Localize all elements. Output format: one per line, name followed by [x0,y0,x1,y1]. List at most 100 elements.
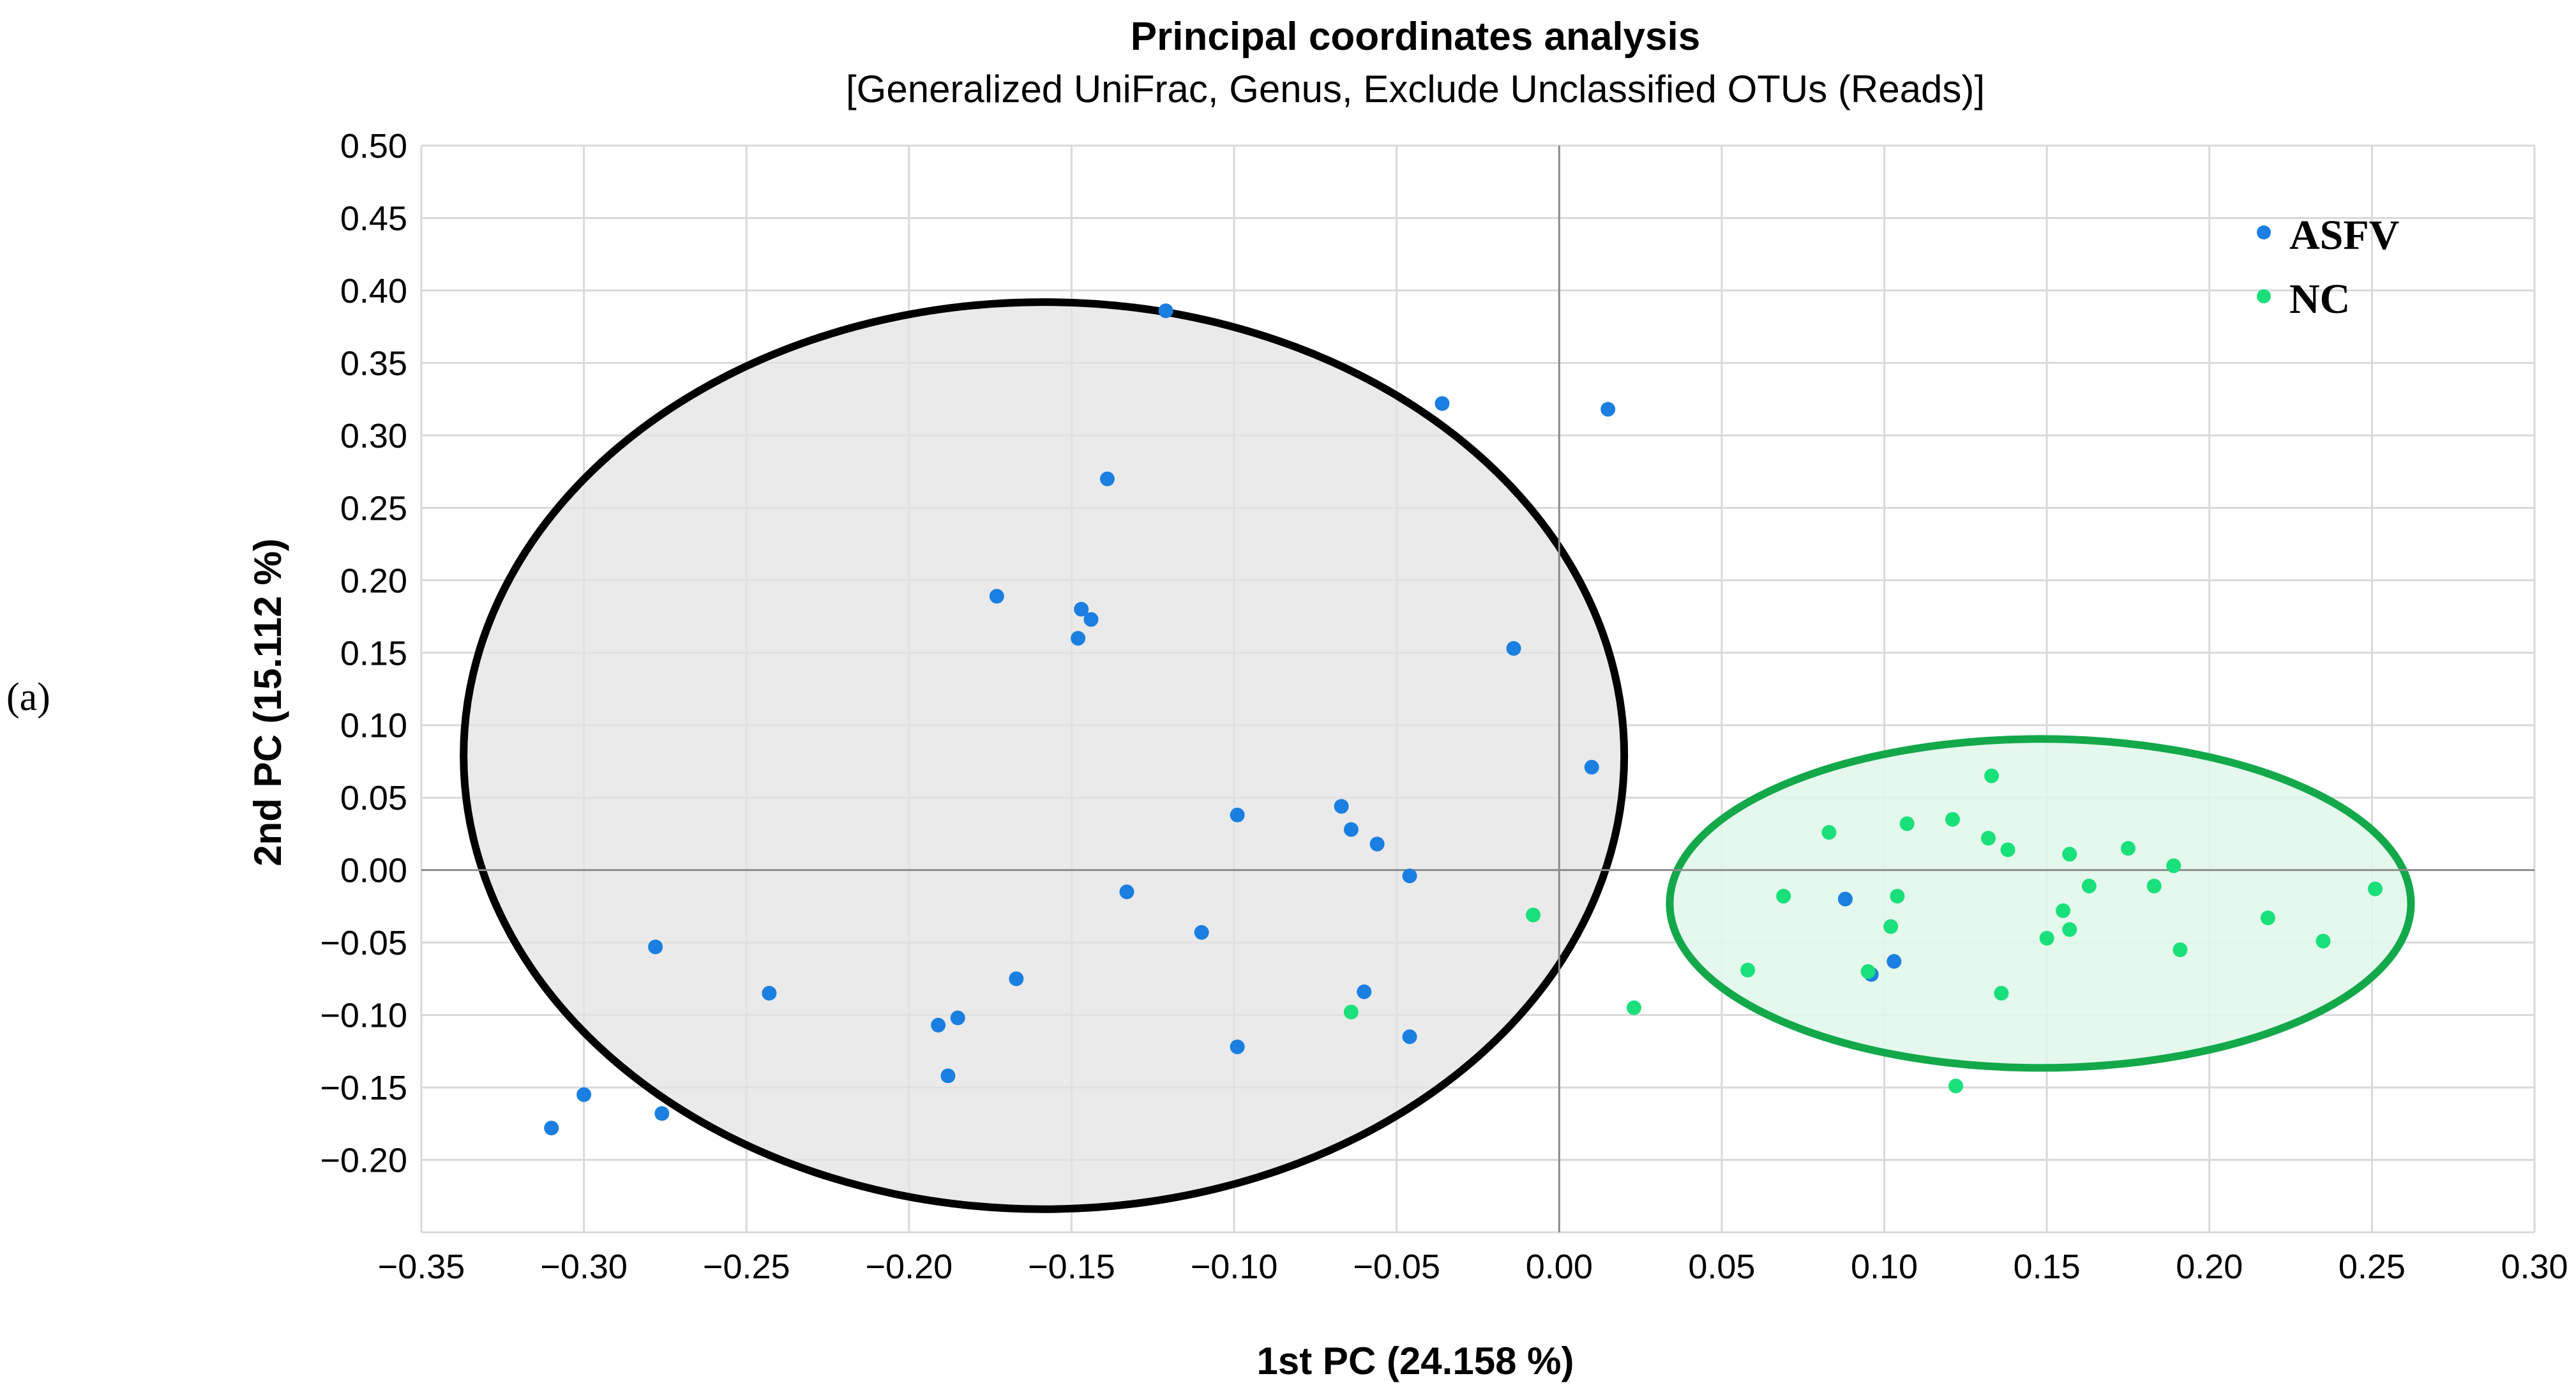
confidence-ellipse-nc [1666,735,2415,1072]
x-tick-label: 0.30 [2501,1248,2568,1286]
point-nc [1343,1004,1359,1020]
point-asfv [950,1010,965,1025]
point-nc [2166,858,2181,873]
confidence-ellipse-asfv [460,298,1629,1213]
x-tick-label: 0.10 [1851,1248,1918,1286]
data-points [544,303,2383,1136]
y-tick-label: 0.05 [340,779,407,817]
point-nc [2146,879,2162,894]
x-tick-label: 0.20 [2176,1248,2243,1286]
y-tick-label: 0.15 [340,634,407,672]
point-nc [1945,812,1960,827]
legend-marker-asfv [2257,225,2271,239]
point-asfv [648,939,663,955]
point-nc [2039,930,2054,946]
point-asfv [1435,396,1450,411]
point-nc [2120,841,2135,856]
point-nc [2367,881,2383,896]
point-nc [2062,922,2077,937]
point-asfv [1584,760,1599,775]
point-asfv [931,1017,946,1032]
point-asfv [1837,891,1853,907]
point-nc [1980,831,1996,846]
x-tick-label: 0.05 [1688,1248,1755,1286]
point-nc [1890,889,1905,904]
point-asfv [762,986,777,1001]
point-asfv [1506,640,1521,656]
point-nc [1626,1000,1641,1015]
point-nc [2081,879,2097,894]
zero-lines [421,146,2535,1232]
x-tick-label: −0.10 [1191,1248,1278,1286]
y-tick-label: 0.00 [340,852,407,890]
x-tick-label: 0.25 [2339,1248,2406,1286]
y-tick-label: 0.10 [340,707,407,745]
x-tick-label: −0.20 [866,1248,953,1286]
point-nc [1821,825,1837,840]
point-nc [1994,986,2009,1001]
point-nc [2173,942,2188,957]
point-nc [2000,842,2015,858]
ellipses [460,298,2415,1213]
point-asfv [1083,612,1099,627]
point-nc [1984,768,2000,783]
chart-subtitle: [Generalized UniFrac, Genus, Exclude Unc… [846,68,1985,110]
legend-label-asfv: ASFV [2289,212,2399,259]
point-nc [1526,907,1541,923]
x-tick-label: −0.15 [1028,1248,1115,1286]
point-asfv [1009,971,1024,987]
y-tick-label: −0.20 [320,1142,407,1180]
point-nc [2062,847,2077,862]
point-nc [1776,889,1791,904]
point-nc [1883,919,1899,934]
point-nc [2260,911,2275,926]
point-asfv [1119,884,1134,900]
y-tick-label: −0.15 [320,1069,407,1107]
point-asfv [1099,471,1115,487]
point-nc [2056,903,2071,918]
point-nc [1860,964,1876,979]
point-asfv [1334,799,1349,814]
y-tick-label: 0.35 [340,344,407,382]
y-tick-label: 0.20 [340,562,407,600]
y-tick-label: 0.45 [340,199,407,238]
y-tick-label: 0.25 [340,489,407,527]
point-nc [1740,962,1756,978]
point-asfv [1194,925,1209,940]
chart-title: Principal coordinates analysis [1131,15,1700,59]
point-nc [1948,1078,1964,1094]
point-asfv [1074,601,1089,617]
point-asfv [1601,402,1616,417]
point-asfv [1343,822,1359,837]
x-tick-label: 0.00 [1526,1248,1593,1286]
legend: ASFV NC [2257,212,2399,322]
point-asfv [654,1106,670,1121]
point-asfv [1230,807,1245,822]
point-nc [1899,816,1915,831]
x-tick-labels: −0.35 −0.30 −0.25 −0.20 −0.15 −0.10 −0.05 0.00 0… [378,1248,2568,1286]
y-tick-label: 0.30 [340,417,407,455]
x-tick-label: −0.05 [1353,1248,1440,1286]
point-asfv [576,1087,592,1102]
x-axis-label: 1st PC (24.158 %) [1257,1340,1574,1382]
x-tick-label: −0.35 [378,1248,465,1286]
x-tick-label: −0.25 [703,1248,790,1286]
y-axis-label: 2nd PC (15.112 %) [246,538,289,866]
point-asfv [940,1068,956,1084]
y-tick-label: −0.05 [320,924,407,962]
point-asfv [1071,631,1086,646]
point-asfv [1230,1040,1245,1055]
point-asfv [989,589,1004,604]
panel-label: (a) [6,676,50,719]
legend-marker-nc [2257,289,2271,303]
point-asfv [544,1121,559,1136]
point-asfv [1369,836,1385,852]
point-asfv [1158,303,1173,319]
x-tick-label: −0.30 [540,1248,628,1286]
y-tick-label: 0.50 [340,127,407,165]
point-nc [2316,934,2331,949]
point-asfv [1402,868,1417,884]
legend-label-nc: NC [2289,276,2350,322]
y-tick-labels: 0.50 0.45 0.40 0.35 0.30 0.25 0.20 0.15 0.10 0.05… [320,127,407,1180]
